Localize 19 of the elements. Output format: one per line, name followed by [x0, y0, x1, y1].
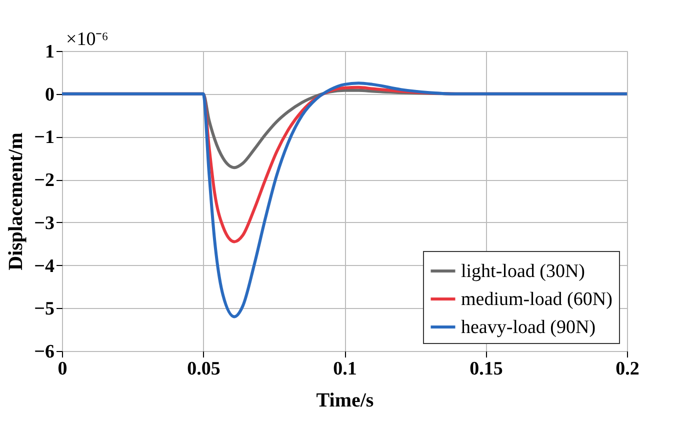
x-tick-label: 0.1 [333, 358, 357, 380]
line-series [60, 82, 628, 318]
x-axis-title: Time/s [316, 390, 374, 412]
legend-label: medium-load (60N) [461, 289, 612, 310]
y-axis-title: Displacement/m [5, 132, 28, 270]
x-tick-label: 0.2 [616, 358, 640, 380]
y-tick-label: −4 [34, 256, 55, 277]
y-tick-label: −3 [34, 212, 54, 234]
legend-label: light-load (30N) [461, 261, 586, 282]
text: ×10⁻⁶ [66, 29, 108, 50]
y-tick-label: −2 [34, 170, 54, 192]
x-tick-label: 0.05 [187, 358, 220, 380]
y-tick-label: 1 [45, 42, 54, 62]
legend-label: heavy-load (90N) [461, 317, 596, 338]
y-tick-label: 0 [45, 84, 54, 106]
y-tick-label: −6 [34, 342, 54, 362]
x-tick-label: 0.15 [470, 358, 503, 380]
y-tick-label: −5 [34, 298, 54, 320]
y-tick-label: −1 [34, 127, 54, 148]
